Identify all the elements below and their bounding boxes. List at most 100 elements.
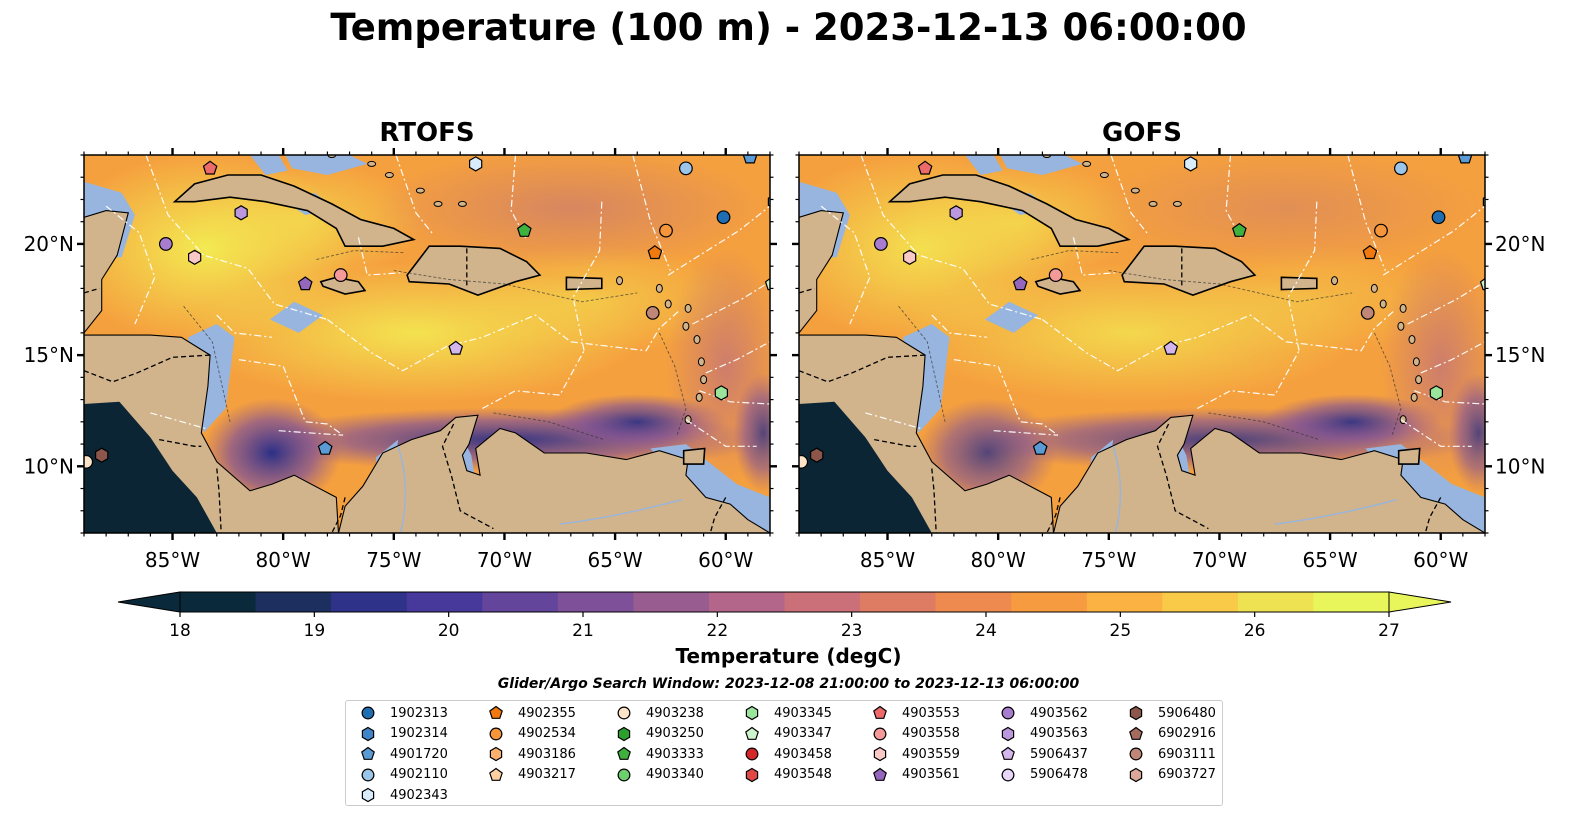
legend-label: 4903217 (518, 767, 576, 783)
legend-item-4902534: 4902534 (484, 724, 576, 744)
lon-tick-label: 65°W (1302, 548, 1357, 572)
marker-4903553 (917, 160, 933, 175)
legend-item-4903562: 4903562 (996, 703, 1088, 723)
colorbar-tick-label: 18 (169, 621, 191, 641)
legend-marker (745, 726, 759, 740)
colorbar-segment (935, 592, 1012, 612)
legend-label: 4902534 (518, 726, 576, 742)
legend-marker (617, 746, 631, 761)
pentagon-marker-icon (873, 767, 887, 781)
colorbar-tick-label: 19 (304, 621, 326, 641)
legend-item-4903345: 4903345 (740, 703, 832, 723)
legend-label: 4903553 (902, 705, 960, 721)
marker-4903333 (516, 222, 532, 237)
colorbar-segment (1237, 592, 1315, 612)
hexagon-marker-icon (745, 767, 759, 782)
colorbar: 18 19 20 21 22 23 24 25 26 27 (117, 591, 1452, 641)
legend-label: 5906480 (1158, 705, 1216, 721)
marker-1902313 (716, 210, 731, 225)
marker-4903563 (949, 205, 963, 221)
hexagon-marker-icon (873, 746, 887, 762)
colorbar-tick-label: 25 (1110, 621, 1132, 641)
legend-label: 4902355 (518, 705, 576, 721)
pentagon-marker-icon (1001, 746, 1015, 761)
legend-item-6903111: 6903111 (1124, 744, 1216, 764)
colorbar-tick-label: 26 (1244, 621, 1266, 641)
legend-item-4903548: 4903548 (740, 765, 832, 785)
legend-item-4903563: 4903563 (996, 724, 1088, 744)
lat-tick-label: 10°N (24, 454, 74, 478)
legend-label: 4903548 (774, 767, 832, 783)
legend-marker (489, 767, 503, 781)
marker-4903559 (902, 249, 917, 265)
legend-marker (1129, 726, 1143, 740)
legend-item-4903561: 4903561 (868, 765, 960, 785)
colorbar-segment (784, 592, 861, 612)
legend-label: 6902916 (1158, 726, 1216, 742)
legend-marker (745, 747, 759, 761)
legend-item-4903553: 4903553 (868, 703, 960, 723)
marker-4903345 (1429, 385, 1444, 401)
marker-6903111 (1360, 305, 1375, 320)
marker-4903345 (714, 385, 729, 401)
legend-item-4902343: 4902343 (356, 785, 448, 805)
legend-label: 4903186 (518, 746, 576, 762)
legend-marker (1129, 705, 1143, 721)
lon-tick-label: 70°W (477, 548, 532, 572)
pentagon-marker-icon (489, 767, 503, 781)
lon-tick-label: 60°W (698, 548, 753, 572)
lon-tick-label: 75°W (1081, 548, 1136, 572)
lon-tick-label: 80°W (971, 548, 1026, 572)
colorbar-tick-label: 23 (841, 621, 863, 641)
lat-tick-label: 20°N (24, 232, 74, 256)
circle-marker-icon (745, 747, 759, 761)
circle-marker-icon (873, 727, 887, 741)
marker-4903559 (188, 249, 202, 265)
legend-item-1902314: 1902314 (356, 724, 448, 744)
lon-tick-label: 85°W (145, 548, 200, 572)
legend-item-4901720: 4901720 (356, 744, 448, 764)
land-masses (799, 155, 1485, 533)
circle-marker-icon (361, 768, 375, 782)
legend-marker (617, 726, 631, 741)
legend-marker (1129, 767, 1143, 782)
legend-label: 4901720 (390, 746, 448, 762)
legend-item-4903347: 4903347 (740, 724, 832, 744)
lat-tick-label: 15°N (24, 343, 74, 367)
marker-5906480 (94, 447, 109, 463)
panel-title-gofs: GOFS (1102, 118, 1182, 148)
circle-marker-icon (361, 706, 375, 720)
figure-title: Temperature (100 m) - 2023-12-13 06:00:0… (330, 6, 1247, 49)
legend-marker (361, 746, 375, 761)
marker-4903553 (202, 160, 218, 175)
colorbar-segment (633, 592, 710, 612)
lon-tick-label: 65°W (587, 548, 642, 572)
lat-tick-label: 15°N (1495, 343, 1545, 367)
marker-4903563 (234, 205, 248, 221)
legend-label: 4903561 (902, 767, 960, 783)
legend-label: 4902110 (390, 767, 448, 783)
legend-item-1902313: 1902313 (356, 703, 448, 723)
legend-label: 4903562 (1030, 705, 1088, 721)
colorbar-extend-low (117, 591, 181, 613)
colorbar-label: Temperature (degC) (675, 644, 902, 668)
rtofs-map-panel: 85°W 80°W 75°W 70°W 65°W 60°W 20°N 15°N 10°N (24, 148, 777, 572)
panel-title-rtofs: RTOFS (379, 118, 475, 148)
lon-tick-label: 60°W (1413, 548, 1468, 572)
marker-4902343 (469, 156, 483, 172)
legend-label: 4903559 (902, 746, 960, 762)
legend-item-4903250: 4903250 (612, 724, 704, 744)
legend-marker (361, 768, 375, 782)
legend-label: 4903238 (646, 705, 704, 721)
hexagon-marker-icon (617, 726, 631, 741)
marker-4903333 (1231, 222, 1247, 237)
marker-4902110 (679, 161, 693, 176)
lon-tick-label: 75°W (366, 548, 421, 572)
marker-4901720 (1457, 155, 1473, 164)
legend-label: 1902314 (390, 726, 448, 742)
colorbar-segment (255, 592, 332, 612)
legend-item-4903333: 4903333 (612, 744, 704, 764)
colorbar-tick-label: 20 (438, 621, 460, 641)
legend-marker (361, 706, 375, 720)
legend-label: 4902343 (390, 787, 448, 803)
